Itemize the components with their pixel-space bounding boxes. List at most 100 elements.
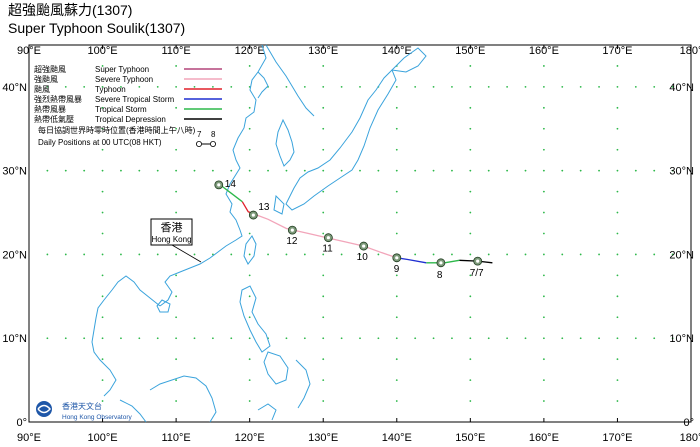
title-chinese: 超強颱風蘇力(1307) xyxy=(8,2,133,18)
grid-dot xyxy=(671,337,674,340)
grid-dot xyxy=(506,85,509,88)
grid-dot xyxy=(487,253,490,256)
track-segment xyxy=(396,257,427,264)
grid-dot xyxy=(469,106,472,109)
grid-dot xyxy=(101,400,104,402)
grid-dot xyxy=(395,379,398,382)
grid-dot xyxy=(616,106,619,109)
grid-dot xyxy=(579,253,582,256)
daily-position-label: 11 xyxy=(322,244,333,255)
grid-dot xyxy=(138,337,141,340)
grid-dot xyxy=(322,65,325,67)
grid-dot xyxy=(322,379,325,382)
grid-dot xyxy=(561,253,564,256)
lat-tick-right: 10°N xyxy=(669,333,694,345)
grid-dot xyxy=(395,337,398,340)
legend-sample-label-7: 7 xyxy=(197,130,202,139)
grid-dot xyxy=(101,274,104,277)
grid-dot xyxy=(524,253,527,256)
axis-ticks: 90°E 90°E 100°E 100°E 110°E 110°E 120°E 120°E 13… xyxy=(2,45,700,444)
grid-dot xyxy=(211,337,214,340)
grid-dot xyxy=(101,232,104,235)
hong-kong-pointer xyxy=(171,244,202,263)
grid-dot xyxy=(267,253,269,256)
grid-dot xyxy=(340,253,343,256)
grid-dot xyxy=(101,253,104,256)
grid-dot xyxy=(395,295,398,298)
observatory-logo-swirl xyxy=(37,404,51,414)
track-segment xyxy=(219,184,243,203)
grid-dot xyxy=(322,274,325,277)
grid-dot xyxy=(506,169,509,172)
grid-dot xyxy=(120,337,122,340)
grid-dot xyxy=(175,316,178,319)
grid-dot xyxy=(451,253,453,256)
grid-dot xyxy=(175,106,178,109)
grid-dot xyxy=(101,316,104,319)
grid-dot xyxy=(211,169,214,172)
grid-dot xyxy=(101,190,104,193)
grid-dot xyxy=(248,316,251,319)
grid-dot xyxy=(120,253,122,256)
grid-dot xyxy=(616,85,619,88)
grid-dot xyxy=(101,211,104,214)
legend-sample-label-8: 8 xyxy=(211,130,216,139)
grid-dot xyxy=(469,316,472,319)
lat-tick-right: 30°N xyxy=(669,166,694,178)
lon-tick-top: 160°E xyxy=(529,45,559,57)
grid-dot xyxy=(579,337,582,340)
grid-dot xyxy=(414,337,417,340)
grid-dot xyxy=(469,148,472,151)
grid-dot xyxy=(395,148,398,151)
grid-dot xyxy=(101,379,104,382)
grid-dot xyxy=(542,316,545,319)
title-english: Super Typhoon Soulik(1307) xyxy=(8,20,186,36)
lat-tick-right: 20°N xyxy=(669,249,694,261)
grid-dot xyxy=(175,274,178,277)
grid-dot xyxy=(248,232,251,235)
grid-dot xyxy=(414,85,417,88)
daily-position-marker-eye xyxy=(326,236,330,240)
grid-dot xyxy=(64,253,67,256)
grid-dot xyxy=(542,148,545,151)
grid-dot xyxy=(340,169,343,172)
daily-position-marker-eye xyxy=(362,244,366,248)
grid-dot xyxy=(303,337,306,340)
grid-dot xyxy=(653,337,656,340)
lon-tick-top: 140°E xyxy=(382,45,412,57)
grid-dot xyxy=(64,337,67,340)
grid-dot xyxy=(322,148,325,151)
grid-dot xyxy=(469,400,472,402)
grid-dot xyxy=(598,337,600,340)
grid-dot xyxy=(653,253,656,256)
grid-dot xyxy=(616,316,619,319)
legend-zh-4: 熱帶風暴 xyxy=(34,104,66,114)
grid-dot xyxy=(340,337,343,340)
lon-tick-bottom: 90°E xyxy=(17,432,41,444)
grid-dot xyxy=(616,211,619,214)
grid-dot xyxy=(469,358,472,361)
grid-dot xyxy=(487,337,490,340)
grid-dot xyxy=(175,127,178,130)
grid-dot xyxy=(542,106,545,109)
grid-dot xyxy=(322,190,325,193)
grid-dot xyxy=(524,337,527,340)
grid-dot xyxy=(542,85,545,88)
grid-dot xyxy=(542,358,545,361)
grid-dot xyxy=(395,358,398,361)
lat-tick-right: 40°N xyxy=(669,82,694,94)
grid-dot xyxy=(175,295,178,298)
grid-dot xyxy=(193,169,196,172)
hong-kong-label-en: Hong Kong xyxy=(151,235,191,244)
grid-dot xyxy=(175,190,178,193)
grid-dot xyxy=(101,295,104,298)
grid-dot xyxy=(616,379,619,382)
grid-dot xyxy=(101,65,104,67)
grid-dot xyxy=(469,295,472,298)
grid-dot xyxy=(322,127,325,130)
lon-tick-bottom: 170°E xyxy=(602,432,632,444)
coastlines xyxy=(91,44,427,423)
grid-dot xyxy=(469,169,472,172)
daily-position-label: 8 xyxy=(437,270,443,281)
legend: 超強颱風 Super Typhoon 強颱風 Severe Typhoon 颱風… xyxy=(34,64,222,147)
